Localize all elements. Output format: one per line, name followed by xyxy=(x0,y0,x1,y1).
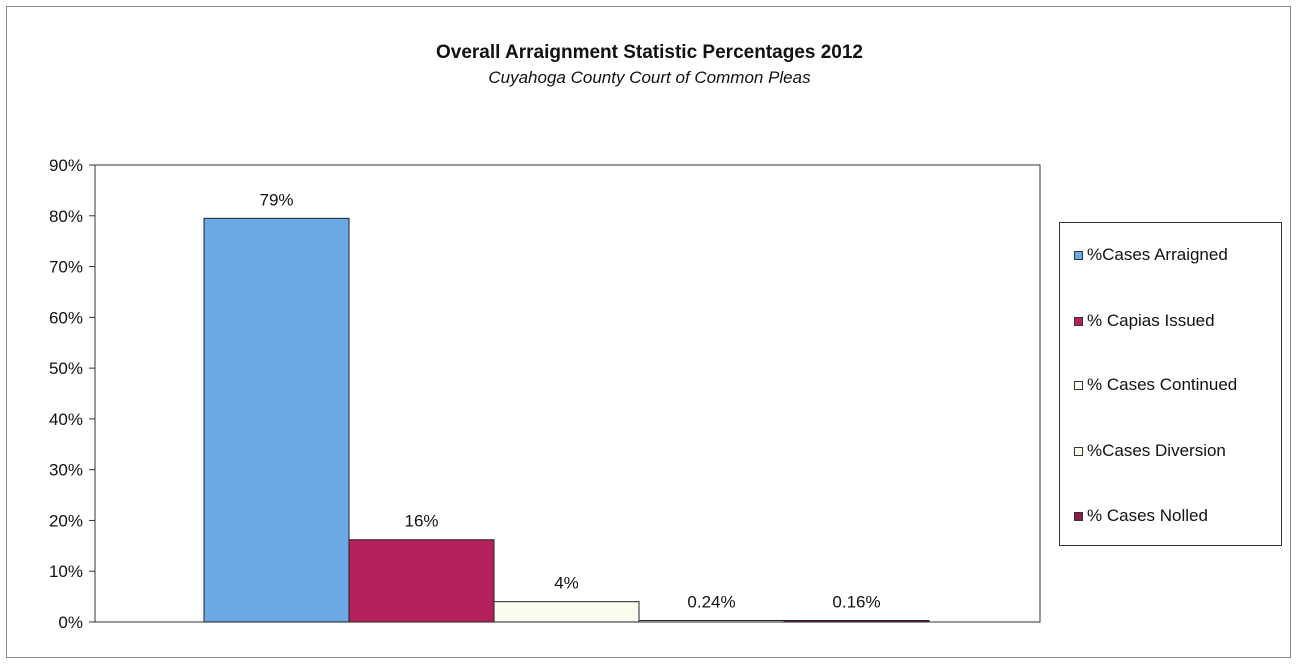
legend-label-nolled: % Cases Nolled xyxy=(1087,506,1208,525)
legend-item-nolled: % Cases Nolled xyxy=(1074,506,1208,526)
y-tick-label: 10% xyxy=(49,562,83,581)
chart-subtitle: Cuyahoga County Court of Common Pleas xyxy=(488,68,811,87)
legend-item-capias: % Capias Issued xyxy=(1074,311,1215,331)
data-label-4: 0.16% xyxy=(832,593,880,612)
chart-legend: %Cases Arraigned % Capias Issued % Cases… xyxy=(1059,222,1282,546)
bar-2 xyxy=(493,601,640,623)
chart-frame xyxy=(6,6,1291,658)
legend-swatch-nolled xyxy=(1074,511,1083,521)
legend-swatch-arraigned xyxy=(1074,250,1083,260)
legend-label-capias: % Capias Issued xyxy=(1087,311,1215,330)
data-label-0: 79% xyxy=(259,190,293,209)
y-tick-label: 70% xyxy=(49,258,83,277)
bar-4 xyxy=(783,620,930,623)
legend-label-arraigned: %Cases Arraigned xyxy=(1087,245,1228,264)
y-tick-label: 90% xyxy=(49,156,83,175)
data-label-3: 0.24% xyxy=(687,593,735,612)
bar-0 xyxy=(203,217,350,623)
bar-1 xyxy=(348,539,495,623)
legend-label-continued: % Cases Continued xyxy=(1087,375,1238,394)
y-tick-label: 60% xyxy=(49,308,83,327)
legend-swatch-diversion xyxy=(1074,446,1083,456)
legend-item-continued: % Cases Continued xyxy=(1074,375,1237,395)
data-label-2: 4% xyxy=(554,574,579,593)
legend-item-arraigned: %Cases Arraigned xyxy=(1074,245,1228,265)
chart-title: Overall Arraignment Statistic Percentage… xyxy=(436,42,863,63)
y-tick-label: 80% xyxy=(49,207,83,226)
legend-swatch-capias xyxy=(1074,316,1083,326)
y-tick-label: 50% xyxy=(49,359,83,378)
y-tick-label: 20% xyxy=(49,511,83,530)
legend-label-diversion: %Cases Diversion xyxy=(1087,441,1226,460)
y-tick-label: 0% xyxy=(58,613,83,632)
bar-3 xyxy=(638,620,785,623)
y-tick-label: 30% xyxy=(49,461,83,480)
y-tick-label: 40% xyxy=(49,410,83,429)
legend-item-diversion: %Cases Diversion xyxy=(1074,441,1226,461)
legend-swatch-continued xyxy=(1074,380,1083,390)
data-label-1: 16% xyxy=(404,512,438,531)
